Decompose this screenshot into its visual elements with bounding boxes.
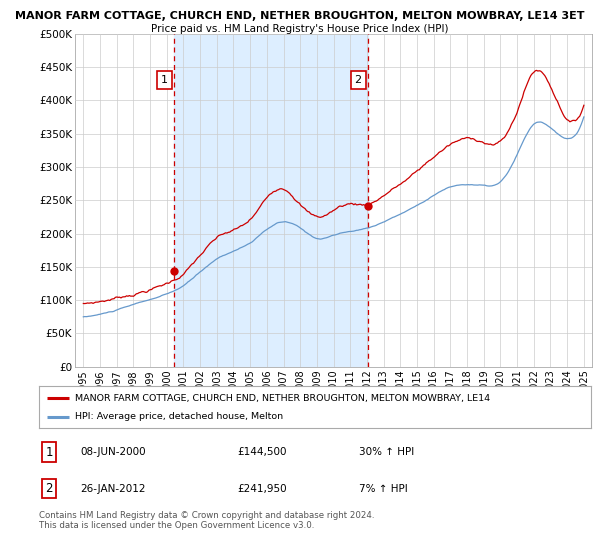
Text: 08-JUN-2000: 08-JUN-2000: [80, 447, 146, 457]
Text: Contains HM Land Registry data © Crown copyright and database right 2024.
This d: Contains HM Land Registry data © Crown c…: [39, 511, 374, 530]
Text: Price paid vs. HM Land Registry's House Price Index (HPI): Price paid vs. HM Land Registry's House …: [151, 24, 449, 34]
Text: 1: 1: [161, 75, 168, 85]
Text: 1: 1: [45, 446, 53, 459]
Text: MANOR FARM COTTAGE, CHURCH END, NETHER BROUGHTON, MELTON MOWBRAY, LE14 3ET: MANOR FARM COTTAGE, CHURCH END, NETHER B…: [15, 11, 585, 21]
Text: 7% ↑ HPI: 7% ↑ HPI: [359, 484, 408, 493]
Text: HPI: Average price, detached house, Melton: HPI: Average price, detached house, Melt…: [75, 412, 283, 421]
Text: £241,950: £241,950: [238, 484, 287, 493]
Text: 30% ↑ HPI: 30% ↑ HPI: [359, 447, 415, 457]
Text: £144,500: £144,500: [238, 447, 287, 457]
Bar: [175, 34, 368, 367]
Text: MANOR FARM COTTAGE, CHURCH END, NETHER BROUGHTON, MELTON MOWBRAY, LE14: MANOR FARM COTTAGE, CHURCH END, NETHER B…: [75, 394, 490, 403]
Text: 26-JAN-2012: 26-JAN-2012: [80, 484, 146, 493]
Text: 2: 2: [45, 482, 53, 495]
Text: 2: 2: [355, 75, 362, 85]
